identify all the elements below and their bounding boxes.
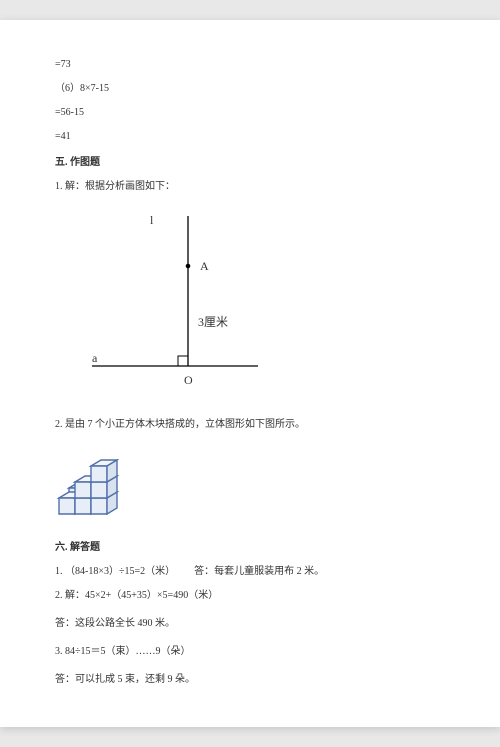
perpendicular-diagram: l A 3厘米 a O — [90, 204, 445, 406]
problem-6-3-answer: 答：可以扎成 5 束，还剩 9 朵。 — [55, 671, 445, 689]
document-page: =73 （6）8×7-15 =56-15 =41 五. 作图题 1. 解：根据分… — [0, 20, 500, 727]
label-A: A — [200, 259, 209, 273]
label-O: O — [184, 373, 193, 387]
section-5-problem-2: 2. 是由 7 个小正方体木块搭成的，立体图形如下图所示。 — [55, 416, 445, 434]
cube-figure — [55, 442, 445, 527]
section-5-problem-1: 1. 解：根据分析画图如下： — [55, 178, 445, 196]
problem-6-2-answer: 答：这段公路全长 490 米。 — [55, 615, 445, 633]
problem-6-1: 1. （84-18×3）÷15=2（米） 答：每套儿童服装用布 2 米。 — [55, 563, 445, 581]
label-l: l — [150, 213, 154, 227]
problem-6-2: 2. 解：45×2+（45+35）×5=490（米） — [55, 587, 445, 605]
problem-6-1-answer: 答：每套儿童服装用布 2 米。 — [194, 566, 324, 577]
section-6-heading: 六. 解答题 — [55, 539, 445, 557]
problem-6-1-calc: 1. （84-18×3）÷15=2（米） — [55, 566, 175, 577]
section-5-heading: 五. 作图题 — [55, 154, 445, 172]
content-body: =73 （6）8×7-15 =56-15 =41 五. 作图题 1. 解：根据分… — [55, 56, 445, 689]
label-a: a — [92, 351, 98, 365]
calc-line-1: =73 — [55, 56, 445, 74]
label-dimension: 3厘米 — [198, 315, 228, 329]
problem-6-3: 3. 84÷15＝5（束）……9（朵） — [55, 643, 445, 661]
calc-line-4: =41 — [55, 128, 445, 146]
calc-line-3: =56-15 — [55, 104, 445, 122]
calc-line-2: （6）8×7-15 — [55, 80, 445, 98]
